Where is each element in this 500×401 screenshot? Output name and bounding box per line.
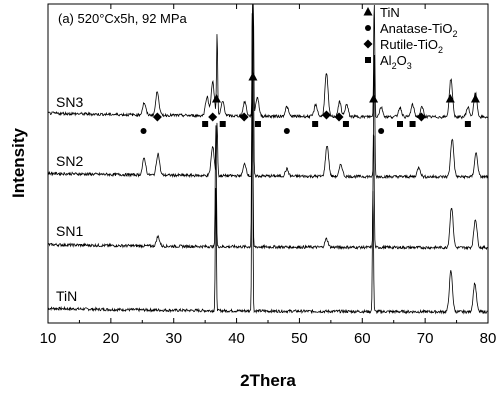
x-axis-ticks: 10 20 30 40 50 60 70 80 <box>40 4 497 347</box>
phase-marker-diamond <box>334 112 344 122</box>
phase-marker-square <box>397 121 403 127</box>
series-line-sn2 <box>47 4 489 180</box>
series-line-sn1 <box>47 13 489 251</box>
phase-marker-diamond <box>239 112 249 122</box>
legend-marker-triangle <box>363 7 373 16</box>
x-tick-label: 70 <box>417 330 434 347</box>
legend-label-3: Al2O3 <box>380 53 412 71</box>
phase-marker-diamond <box>208 112 218 122</box>
series-label-sn3: SN3 <box>56 94 83 110</box>
legend-marker-diamond <box>363 39 373 49</box>
x-tick-label: 40 <box>228 330 245 347</box>
y-axis-title: Intensity <box>9 128 28 198</box>
x-tick-label: 10 <box>40 330 57 347</box>
phase-marker-square <box>219 121 226 127</box>
phase-marker-layer <box>140 72 480 134</box>
x-tick-label: 20 <box>103 330 120 347</box>
phase-marker-square <box>312 121 319 127</box>
legend-marker-square <box>365 57 371 63</box>
series-line-sn3 <box>47 4 489 120</box>
phase-marker-square <box>202 121 209 127</box>
x-axis-title: 2Thera <box>240 371 296 390</box>
phase-marker-square <box>409 121 416 127</box>
legend-marker-circle <box>365 25 371 31</box>
series-layer: TiN SN1 SN2 SN3 <box>47 4 489 315</box>
phase-marker-triangle <box>248 72 258 81</box>
phase-marker-triangle <box>445 94 455 103</box>
phase-marker-square <box>464 121 471 127</box>
phase-marker-triangle <box>211 94 221 103</box>
phase-marker-triangle <box>369 94 379 103</box>
phase-marker-circle <box>283 128 290 134</box>
series-label-sn1: SN1 <box>56 223 83 239</box>
phase-marker-diamond <box>152 112 162 122</box>
phase-marker-square <box>342 121 349 127</box>
x-tick-label: 50 <box>291 330 308 347</box>
phase-marker-circle <box>140 128 147 134</box>
series-label-tin: TiN <box>56 288 77 304</box>
chart-annotation: (a) 520°Cx5h, 92 MPa <box>58 11 188 26</box>
x-tick-label: 60 <box>354 330 371 347</box>
phase-marker-diamond <box>321 110 331 120</box>
phase-marker-circle <box>378 128 385 134</box>
phase-marker-triangle <box>470 94 480 103</box>
series-line-tin <box>47 78 489 315</box>
legend-label-0: TiN <box>380 5 400 20</box>
phase-marker-diamond <box>416 112 426 122</box>
legend-label-2: Rutile-TiO2 <box>380 37 443 55</box>
x-tick-label: 80 <box>480 330 497 347</box>
phase-marker-square <box>254 121 261 127</box>
legend-label-1: Anatase-TiO2 <box>380 21 458 39</box>
series-label-sn2: SN2 <box>56 153 83 169</box>
x-tick-label: 30 <box>165 330 182 347</box>
